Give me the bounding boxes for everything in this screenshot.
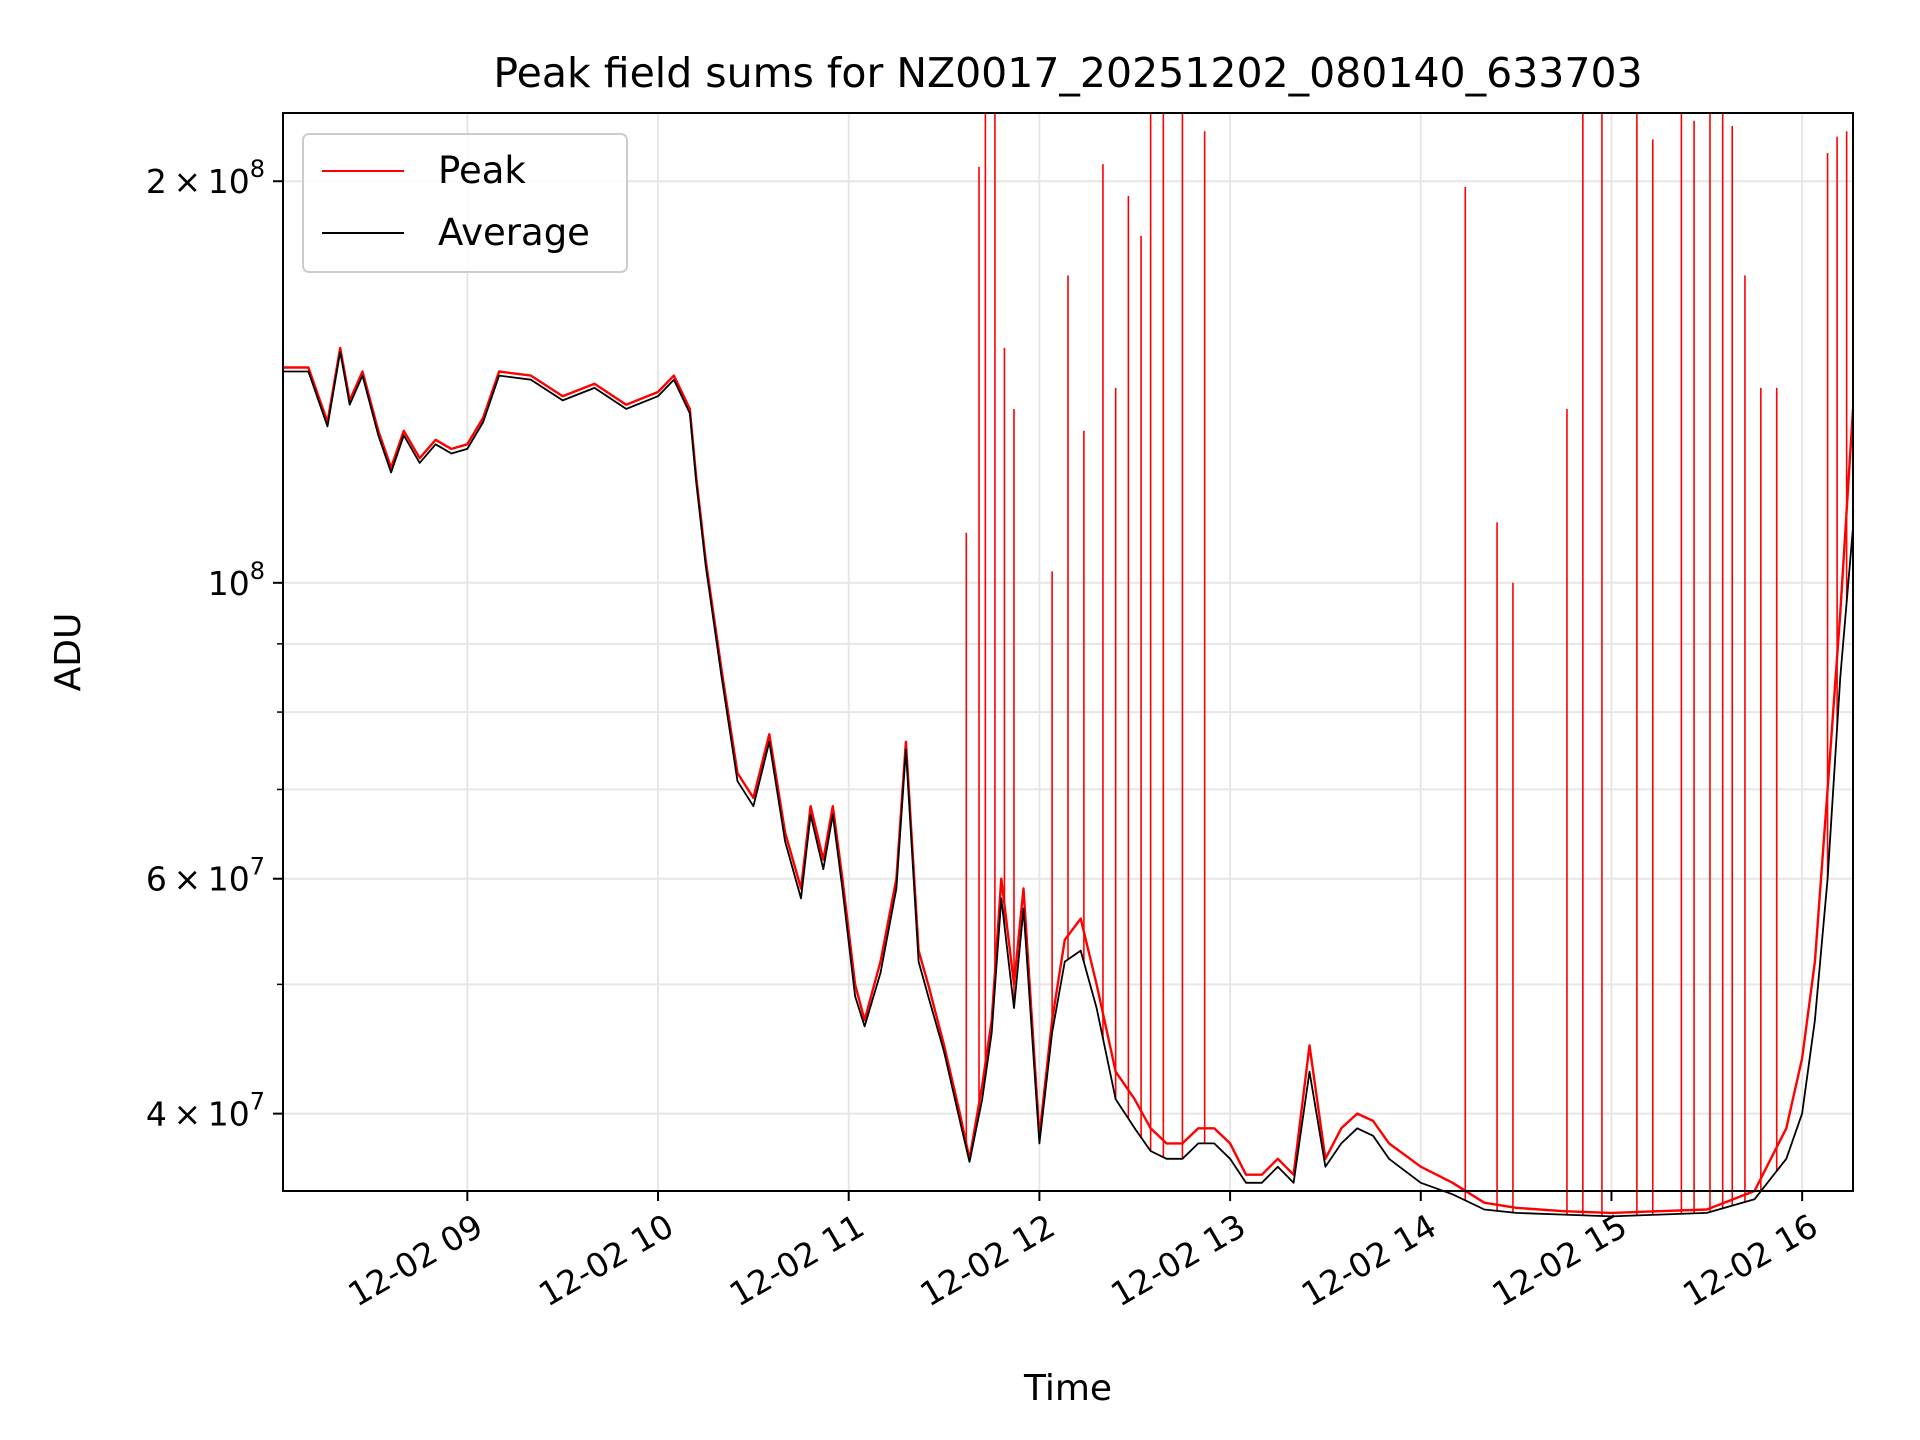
legend-box	[302, 133, 628, 273]
y-tick-label: 6 × 107	[146, 853, 265, 899]
y-tick-label: 4 × 107	[146, 1088, 265, 1134]
x-axis-label: Time	[1023, 1368, 1112, 1409]
y-axis-label: ADU	[48, 613, 89, 692]
chart-title: Peak field sums for NZ0017_20251202_0801…	[493, 49, 1642, 97]
plot-area	[283, 113, 1855, 1218]
legend-label-average: Average	[438, 211, 590, 254]
y-tick-label: 2 × 108	[146, 155, 265, 201]
axes-frame	[282, 112, 1854, 1192]
y-tick-label: 108	[208, 557, 265, 603]
legend-label-peak: Peak	[438, 149, 526, 192]
legend: Peak Average	[302, 133, 628, 273]
series-line-average	[283, 350, 1854, 1218]
